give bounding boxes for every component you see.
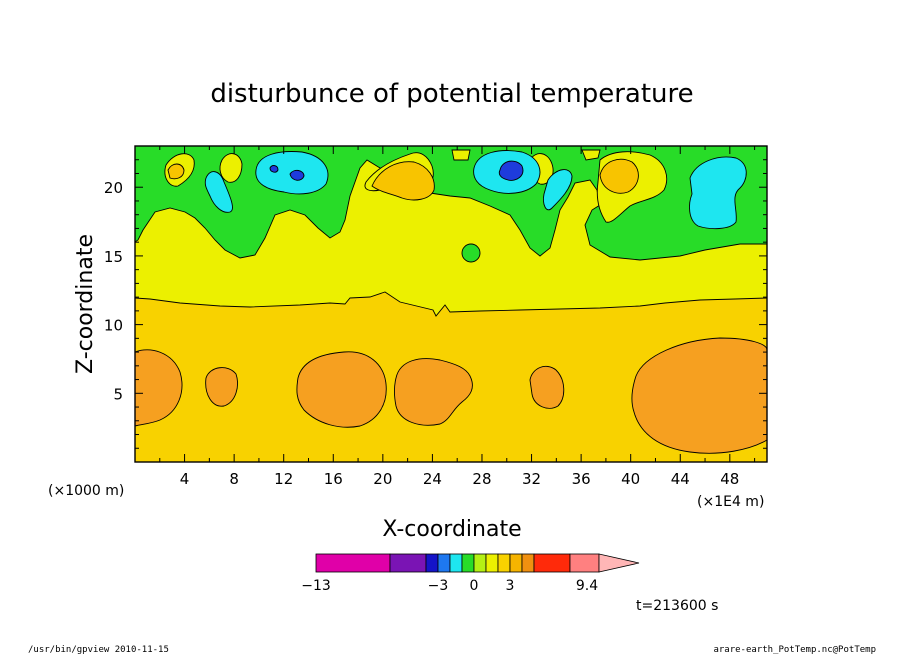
colorbar	[315, 553, 640, 573]
colorbar-segment	[461, 553, 475, 573]
x-tick-label: 36	[572, 470, 591, 488]
contour-field	[135, 146, 767, 462]
plot-frame	[134, 145, 768, 463]
footer-left: /usr/bin/gpview 2010-11-15	[28, 645, 169, 654]
y-axis-label: Z-coordinate	[73, 234, 98, 374]
chart-title: disturbunce of potential temperature	[210, 79, 693, 109]
x-tick-label: 44	[671, 470, 690, 488]
colorbar-segment	[533, 553, 571, 573]
y-tick-label: 5	[113, 385, 123, 403]
colorbar-segment	[509, 553, 523, 573]
x-unit-left: (×1000 m)	[48, 483, 124, 499]
colorbar-segment	[485, 553, 499, 573]
y-tick-label: 15	[104, 248, 123, 266]
colorbar-label: 0	[470, 578, 479, 594]
colorbar-segment	[521, 553, 535, 573]
y-axis: 5 10 15 20	[104, 159, 767, 449]
x-tick-label: 32	[522, 470, 541, 488]
y-tick-label: 20	[104, 179, 123, 197]
colorbar-segment	[437, 553, 451, 573]
x-tick-label: 24	[423, 470, 442, 488]
colorbar-label: 3	[506, 578, 515, 594]
footer-right: arare-earth_PotTemp.nc@PotTemp	[713, 645, 876, 654]
x-unit-right: (×1E4 m)	[697, 494, 764, 510]
colorbar-segment	[315, 553, 391, 573]
x-axis: 4 8 12 16 20 24 28 32 36 40 44 48	[159, 146, 756, 488]
time-label: t=213600 s	[636, 598, 718, 614]
colorbar-label: 9.4	[576, 578, 598, 594]
colorbar-segment	[449, 553, 463, 573]
colorbar-label: −13	[301, 578, 331, 594]
x-tick-label: 48	[720, 470, 739, 488]
colorbar-arrow	[598, 553, 640, 573]
y-tick-label: 10	[104, 317, 123, 335]
colorbar-segment	[473, 553, 487, 573]
colorbar-labels: −13 −3 0 3 9.4	[301, 578, 598, 594]
x-tick-label: 8	[229, 470, 239, 488]
x-tick-label: 16	[324, 470, 343, 488]
colorbar-label: −3	[428, 578, 449, 594]
colorbar-segment	[569, 553, 600, 573]
colorbar-segment	[425, 553, 439, 573]
colorbar-segment	[389, 553, 427, 573]
x-tick-label: 12	[274, 470, 293, 488]
x-axis-label: X-coordinate	[382, 517, 521, 542]
x-tick-label: 4	[180, 470, 190, 488]
x-tick-label: 20	[373, 470, 392, 488]
colorbar-segment	[497, 553, 511, 573]
x-tick-label: 28	[472, 470, 491, 488]
x-tick-label: 40	[621, 470, 640, 488]
